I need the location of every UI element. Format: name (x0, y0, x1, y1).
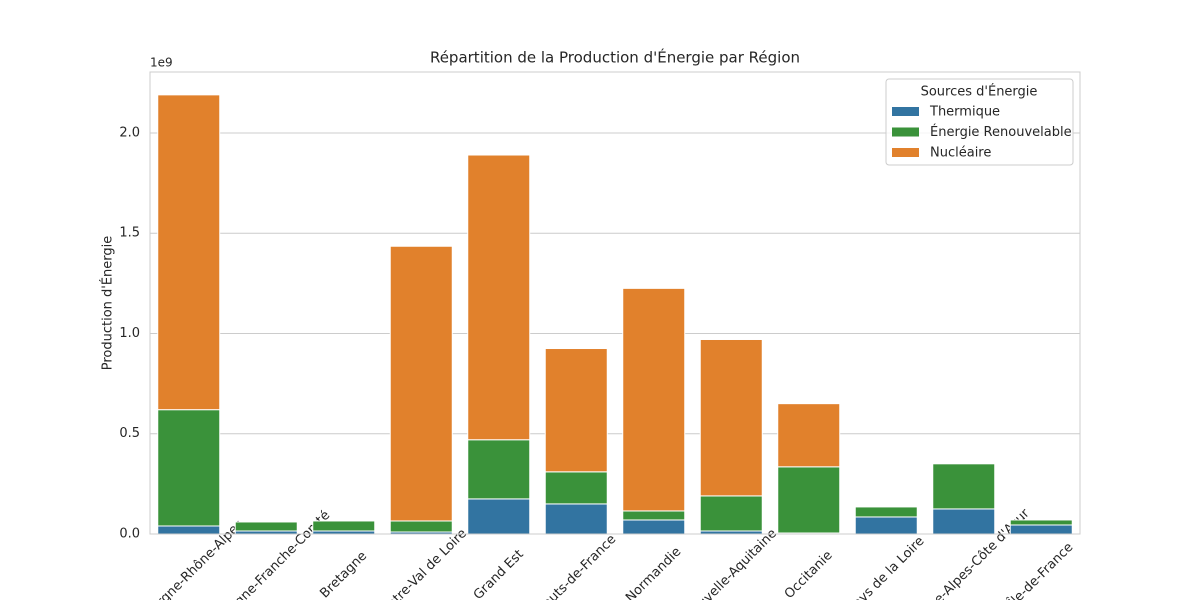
x-tick-label: Grand Est (471, 547, 527, 600)
y-offset-label: 1e9 (150, 56, 173, 70)
legend-title: Sources d'Énergie (921, 84, 1038, 100)
bar-segment (854, 516, 918, 535)
bar-segment (932, 463, 996, 510)
x-tick-label: Hauts-de-France (533, 532, 619, 600)
bar-segment (234, 521, 298, 532)
x-tick-label: Pays de la Loire (845, 534, 927, 600)
legend-label: Nucléaire (930, 146, 991, 161)
bar-segment (157, 525, 221, 535)
bar-segment (1009, 524, 1073, 535)
y-tick-label: 1.0 (119, 326, 140, 341)
x-tick-label: Normandie (623, 544, 684, 600)
legend-swatch (892, 148, 919, 157)
bar-segment (622, 510, 686, 521)
legend: Sources d'Énergie Thermique Énergie Renouv… (885, 78, 1074, 166)
y-tick-label: 0.5 (119, 426, 140, 441)
bar-segment (777, 403, 841, 468)
bar-segment (544, 471, 608, 505)
bar-segment (389, 520, 453, 533)
plot-frame (149, 71, 1081, 535)
y-tick-label: 2.0 (119, 125, 140, 140)
legend-swatch (892, 127, 919, 137)
bar-segment (854, 506, 918, 518)
bar-segment (622, 287, 686, 512)
y-tick-label: 1.5 (119, 226, 140, 241)
bar-segment (544, 503, 608, 535)
x-tick-label: Centre-Val de Loire (372, 526, 470, 600)
bar-segment (467, 439, 531, 500)
bar-segment (544, 348, 608, 473)
x-tick-label: Île-de-France (1005, 539, 1077, 600)
y-tick-label: 0.0 (119, 527, 140, 542)
x-tick-label: Bretagne (317, 549, 370, 600)
y-axis-label: Production d'Énergie (100, 236, 116, 371)
x-tick-label: Occitanie (782, 548, 836, 600)
chart-title: Répartition de la Production d'Énergie p… (430, 48, 800, 67)
bar-segment (467, 154, 531, 441)
bar-segment (932, 508, 996, 535)
bar-segment (157, 94, 221, 411)
legend-label: Énergie Renouvelable (930, 124, 1072, 140)
bar-segment (157, 409, 221, 527)
bar-segment (312, 520, 376, 532)
legend-label: Thermique (929, 105, 1000, 120)
bar-segment (622, 519, 686, 535)
bar-segment (1009, 519, 1073, 526)
bar-segment (467, 498, 531, 535)
x-tick-label: Nouvelle-Aquitaine (682, 526, 780, 600)
bar-segment (699, 338, 763, 497)
legend-box (885, 78, 1074, 166)
bar-segment (699, 495, 763, 532)
bar-segment (389, 245, 453, 522)
bar-segment (777, 466, 841, 534)
legend-swatch (892, 107, 919, 116)
